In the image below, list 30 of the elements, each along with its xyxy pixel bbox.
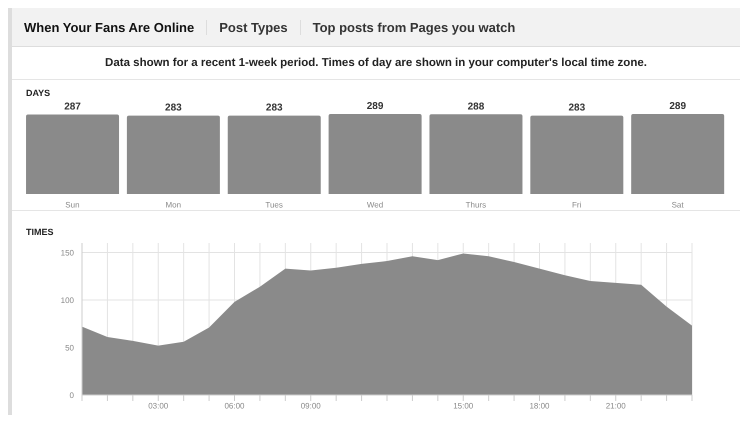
text: Post Types [207, 20, 301, 34]
x-tick-label: Thurs [466, 200, 486, 210]
data-label: 287 [64, 102, 82, 113]
y-tick-label: 100 [60, 296, 75, 305]
x-tick-label: 21:00 [606, 402, 626, 411]
chart-subtitle: Data shown for a recent 1-week period. Times of day are shown in your computer's local time zone. [12, 47, 740, 80]
x-tick-label: Fri [572, 200, 582, 210]
x-tick-label: Mon [166, 200, 182, 210]
x-tick-label: 06:00 [224, 402, 246, 411]
x-tick-label: 18:00 [529, 402, 550, 411]
data-label: 283 [165, 102, 182, 114]
x-tick-label: Sun [65, 200, 80, 210]
x-tick-label: Wed [366, 200, 384, 210]
data-label: 289 [669, 101, 686, 112]
x-tick-label: Sat [672, 200, 684, 210]
text: Top posts from Pages you watch [312, 20, 516, 34]
data-label: 288 [468, 101, 485, 112]
chart-title: DAYS [26, 88, 52, 98]
y-tick-label: 0 [70, 390, 75, 400]
x-tick-label: 09:00 [300, 402, 322, 411]
text: When Your Fans Are Online [12, 20, 208, 34]
data-label: 289 [366, 101, 384, 112]
y-tick-label: 50 [65, 343, 75, 352]
data-label: 283 [266, 102, 284, 114]
x-tick-label: 15:00 [453, 402, 474, 411]
x-tick-label: 03:00 [148, 402, 169, 411]
x-tick-label: Tues [265, 200, 283, 210]
chart-title: TIMES [26, 227, 54, 237]
y-tick-label: 150 [60, 248, 75, 258]
data-label: 283 [568, 102, 586, 114]
